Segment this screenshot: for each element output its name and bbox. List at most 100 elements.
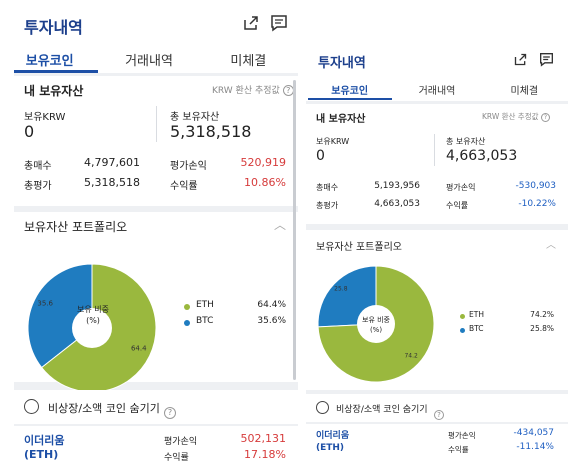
coin-pl-value: 502,131 [240, 432, 287, 445]
pie-slice-btc [317, 265, 377, 328]
total-label: 총 보유자산 [170, 112, 220, 123]
coin-name: 이더리움 (ETH) [24, 434, 64, 462]
hide-label: 비상장/소액 코인 숨기기 [48, 402, 160, 415]
legend-eth-label: ETH [196, 300, 214, 310]
krw-note-text: KRW 환산 추정값 [482, 112, 539, 121]
pie-center-line2: (%) [86, 316, 100, 325]
holdings-title: 내 보유자산 [24, 84, 84, 98]
legend-btc-label: BTC [196, 316, 214, 326]
hide-toggle-row[interactable]: 비상장/소액 코인 숨기기 ? [306, 394, 568, 422]
tab-bar: 보유코인 거래내역 미체결 [306, 82, 568, 97]
total-label: 총 보유자산 [446, 137, 486, 146]
share-icon[interactable] [513, 52, 528, 71]
message-icon[interactable] [539, 52, 554, 71]
hide-label: 비상장/소액 코인 숨기기 [336, 405, 428, 415]
hide-toggle-row[interactable]: 비상장/소액 코인 숨기기 ? [14, 390, 298, 424]
tab-bar: 보유코인 거래내역 미체결 [0, 50, 298, 69]
portfolio-section: 보유자산 포트폴리오 ︿ 25.8 74.2 보유 비중 (%) ETH 74.2… [306, 230, 568, 390]
coin-pl-label: 평가손익 [164, 437, 198, 447]
legend-btc-pct: 25.8% [530, 324, 554, 333]
divider [156, 106, 157, 142]
hide-radio[interactable] [24, 399, 39, 414]
page-title: 투자내역 [318, 56, 366, 71]
pie-slice-label-btc: 25.8 [334, 286, 348, 293]
scrollbar[interactable] [293, 80, 296, 380]
holdings-section: 내 보유자산 KRW 환산 추정값 ? 보유KRW 0 총 보유자산 5,318… [14, 76, 298, 206]
coin-row-eth[interactable]: 이더리움 (ETH) 평가손익 502,131 수익률 17.18% [14, 426, 298, 471]
legend-eth-pct: 64.4% [257, 300, 286, 310]
page-title: 투자내역 [24, 18, 83, 37]
buy-label: 총매수 [24, 161, 52, 172]
hide-help-icon[interactable]: ? [434, 402, 444, 421]
pie-center-hole [72, 308, 112, 348]
coin-rate-value: -11.14% [516, 442, 554, 452]
pie-slice-eth [317, 265, 435, 383]
krw-value: 0 [24, 122, 35, 141]
legend-btc-dot [460, 328, 465, 333]
hide-help-icon[interactable]: ? [164, 400, 176, 419]
collapse-chevron-icon[interactable]: ︿ [546, 240, 556, 251]
coin-row-eth[interactable]: 이더리움 (ETH) 평가손익 -434,057 수익률 -11.14% [306, 424, 568, 471]
pie-slice-label-btc: 35.6 [37, 299, 53, 307]
portfolio-pie-chart: 25.8 74.2 [317, 265, 435, 383]
active-tab-indicator [308, 98, 392, 100]
investment-panel-before: 투자내역 보유코인 거래내역 미체결 내 보유자산 KRW 환산 추정값 ? 보… [0, 14, 298, 471]
portfolio-section: 보유자산 포트폴리오 ︿ 35.6 64.4 보유 비중 (%) ETH 64.4… [14, 212, 298, 393]
divider [434, 134, 435, 166]
active-tab-indicator [14, 70, 98, 73]
collapse-chevron-icon[interactable]: ︿ [273, 218, 286, 232]
pie-slice-label-eth: 64.4 [131, 345, 147, 353]
pie-center-label: 보유 비중 (%) [74, 304, 112, 326]
share-icon[interactable] [242, 14, 260, 36]
pl-label: 평가손익 [170, 161, 207, 172]
coin-name-line2: (ETH) [316, 443, 345, 453]
holdings-title: 내 보유자산 [316, 114, 366, 125]
krw-label: 보유KRW [24, 112, 66, 123]
coin-rate-label: 수익률 [448, 445, 469, 454]
pie-center-line1: 보유 비중 [362, 316, 390, 324]
krw-label: 보유KRW [316, 137, 350, 146]
portfolio-title: 보유자산 포트폴리오 [24, 220, 128, 234]
coin-pl-value: -434,057 [513, 428, 554, 438]
pie-center-line1: 보유 비중 [77, 305, 109, 314]
eval-label: 총평가 [316, 201, 339, 210]
pl-value: -530,903 [515, 181, 556, 191]
help-icon[interactable]: ? [540, 113, 550, 122]
legend-btc-pct: 35.6% [257, 316, 286, 326]
coin-name-line1: 이더리움 [316, 431, 350, 441]
tab-unfilled[interactable]: 미체결 [510, 86, 539, 97]
hide-radio[interactable] [316, 401, 329, 414]
tab-unfilled[interactable]: 미체결 [230, 54, 267, 69]
message-icon[interactable] [270, 14, 288, 36]
tab-holdings[interactable]: 보유코인 [331, 86, 369, 97]
pie-center-line2: (%) [369, 326, 383, 334]
tab-history[interactable]: 거래내역 [418, 86, 456, 97]
pl-label: 평가손익 [446, 183, 476, 192]
buy-value: 4,797,601 [84, 156, 140, 169]
coin-rate-value: 17.18% [244, 448, 286, 461]
rate-value: -10.22% [518, 199, 556, 209]
portfolio-title: 보유자산 포트폴리오 [316, 242, 402, 253]
krw-note[interactable]: KRW 환산 추정값 ? [212, 83, 294, 96]
tab-holdings[interactable]: 보유코인 [25, 54, 74, 69]
coin-pl-label: 평가손익 [448, 431, 476, 440]
krw-value: 0 [316, 148, 325, 164]
legend-eth-dot [184, 304, 190, 310]
total-value: 4,663,053 [446, 148, 518, 164]
pie-center-hole [357, 305, 395, 343]
tab-history[interactable]: 거래내역 [125, 54, 173, 69]
legend-btc-label: BTC [469, 324, 484, 333]
buy-label: 총매수 [316, 183, 339, 192]
buy-value: 5,193,956 [374, 181, 420, 191]
holdings-section: 내 보유자산 KRW 환산 추정값 ? 보유KRW 0 총 보유자산 4,663… [306, 104, 568, 224]
legend-eth-dot [460, 314, 465, 319]
coin-name-line1: 이더리움 [24, 434, 65, 447]
pie-slice-label-eth: 74.2 [404, 352, 418, 359]
rate-label: 수익률 [170, 181, 198, 192]
krw-note-text: KRW 환산 추정값 [212, 86, 280, 96]
coin-name: 이더리움 (ETH) [316, 430, 349, 454]
krw-note[interactable]: KRW 환산 추정값 ? [482, 111, 550, 122]
eval-label: 총평가 [24, 181, 52, 192]
eval-value: 5,318,518 [84, 176, 140, 189]
legend-eth-label: ETH [469, 310, 484, 319]
